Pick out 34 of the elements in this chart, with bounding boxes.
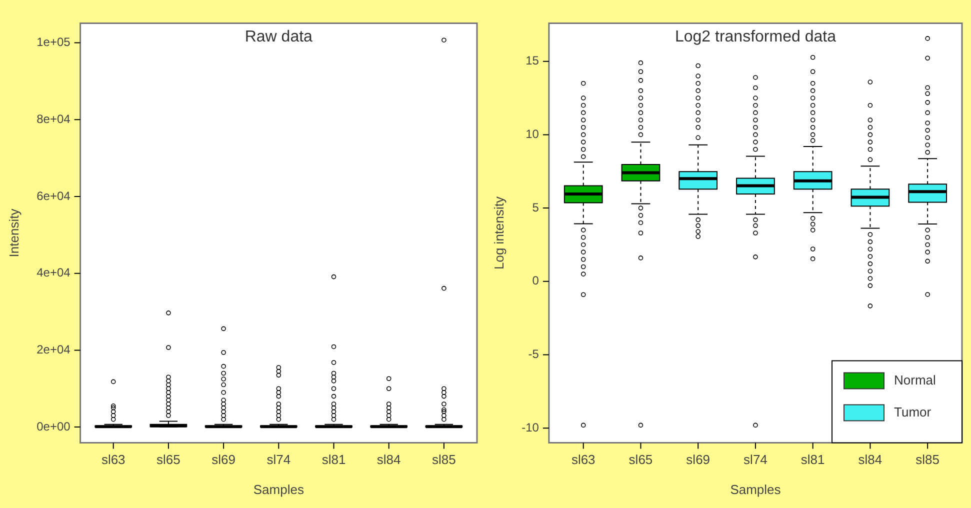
x-tick-label: sl81 <box>800 452 825 468</box>
chart-title: Log2 transformed data <box>674 28 836 46</box>
x-tick-label: sl65 <box>156 452 180 468</box>
y-tick-label: 10 <box>526 127 540 142</box>
x-tick-label: sl74 <box>744 452 768 468</box>
x-axis-title: Samples <box>730 482 782 497</box>
y-tick-label: -5 <box>528 347 540 362</box>
x-axis-title: Samples <box>253 482 304 497</box>
y-tick-label: 0e+00 <box>36 419 71 434</box>
x-tick-label: sl69 <box>686 452 710 468</box>
y-tick-label: 6e+04 <box>36 188 71 203</box>
y-tick-label: 1e+05 <box>36 35 71 50</box>
y-tick-label: 5 <box>532 200 540 214</box>
x-tick-label: sl65 <box>628 452 653 468</box>
x-tick-label: sl69 <box>212 452 236 468</box>
x-tick-label: sl84 <box>858 452 882 468</box>
x-tick-label: sl63 <box>571 452 596 468</box>
y-tick-label: 4e+04 <box>36 266 71 280</box>
legend-label: Tumor <box>894 404 932 420</box>
y-tick-label: -10 <box>522 420 540 434</box>
y-axis-title: Log intensity <box>491 196 506 270</box>
y-tick-label: 0 <box>532 274 540 288</box>
x-tick-label: sl81 <box>322 452 346 468</box>
x-tick-label: sl85 <box>432 452 456 468</box>
x-tick-label: sl85 <box>916 452 940 468</box>
x-tick-label: sl74 <box>266 452 291 468</box>
y-tick-label: 2e+04 <box>36 342 71 357</box>
y-tick-label: 8e+04 <box>36 112 71 126</box>
x-tick-label: sl63 <box>101 452 126 468</box>
legend-label: Normal <box>894 372 936 388</box>
y-tick-label: 15 <box>526 54 540 68</box>
chart-title: Raw data <box>244 28 313 46</box>
x-tick-label: sl84 <box>376 452 401 468</box>
y-axis-title: Intensity <box>6 208 22 258</box>
